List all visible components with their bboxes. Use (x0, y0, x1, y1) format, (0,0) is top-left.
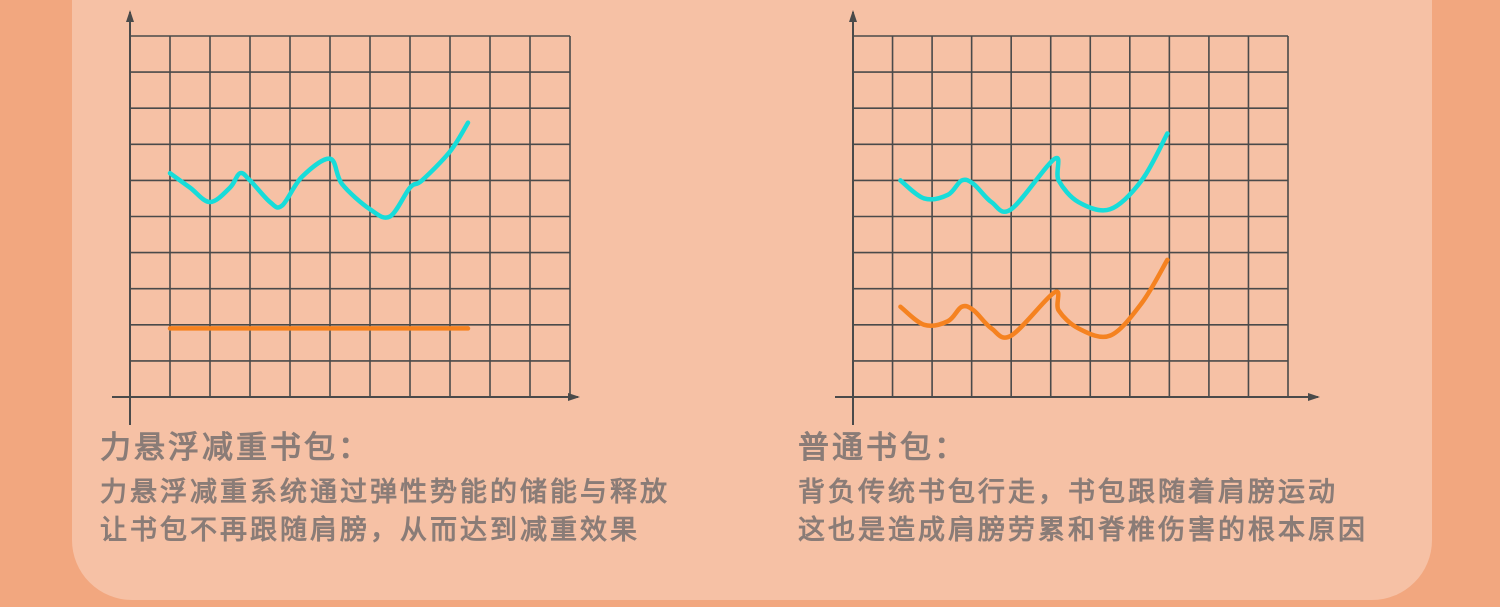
y-axis-arrow (849, 10, 857, 22)
suspension-bag-title: 力悬浮减重书包： (100, 430, 372, 466)
y-axis-arrow (126, 10, 134, 22)
ordinary-bag-title: 普通书包： (798, 430, 968, 466)
x-axis-arrow (1308, 393, 1320, 401)
suspension-bag-desc-line-2: 让书包不再跟随肩膀，从而达到减重效果 (100, 515, 640, 546)
series-line-2 (898, 257, 1170, 340)
x-axis-arrow (568, 393, 580, 401)
suspension-bag-desc-line-1: 力悬浮减重系统通过弹性势能的储能与释放 (100, 477, 670, 508)
suspension-bag-caption: 力悬浮减重书包： 力悬浮减重系统通过弹性势能的储能与释放 让书包不再跟随肩膀，从… (100, 430, 670, 550)
suspension-bag-chart (112, 10, 580, 425)
ordinary-bag-chart (835, 10, 1320, 425)
content-panel (72, 0, 1432, 600)
series-line-1 (167, 120, 471, 220)
ordinary-bag-desc-line-2: 这也是造成肩膀劳累和脊椎伤害的根本原因 (798, 515, 1368, 546)
ordinary-bag-caption: 普通书包： 背负传统书包行走，书包跟随着肩膀运动 这也是造成肩膀劳累和脊椎伤害的… (798, 430, 1368, 550)
grid (129, 35, 571, 398)
series-line-1 (898, 131, 1170, 215)
grid (852, 35, 1289, 398)
ordinary-bag-desc-line-1: 背负传统书包行走，书包跟随着肩膀运动 (798, 477, 1338, 508)
